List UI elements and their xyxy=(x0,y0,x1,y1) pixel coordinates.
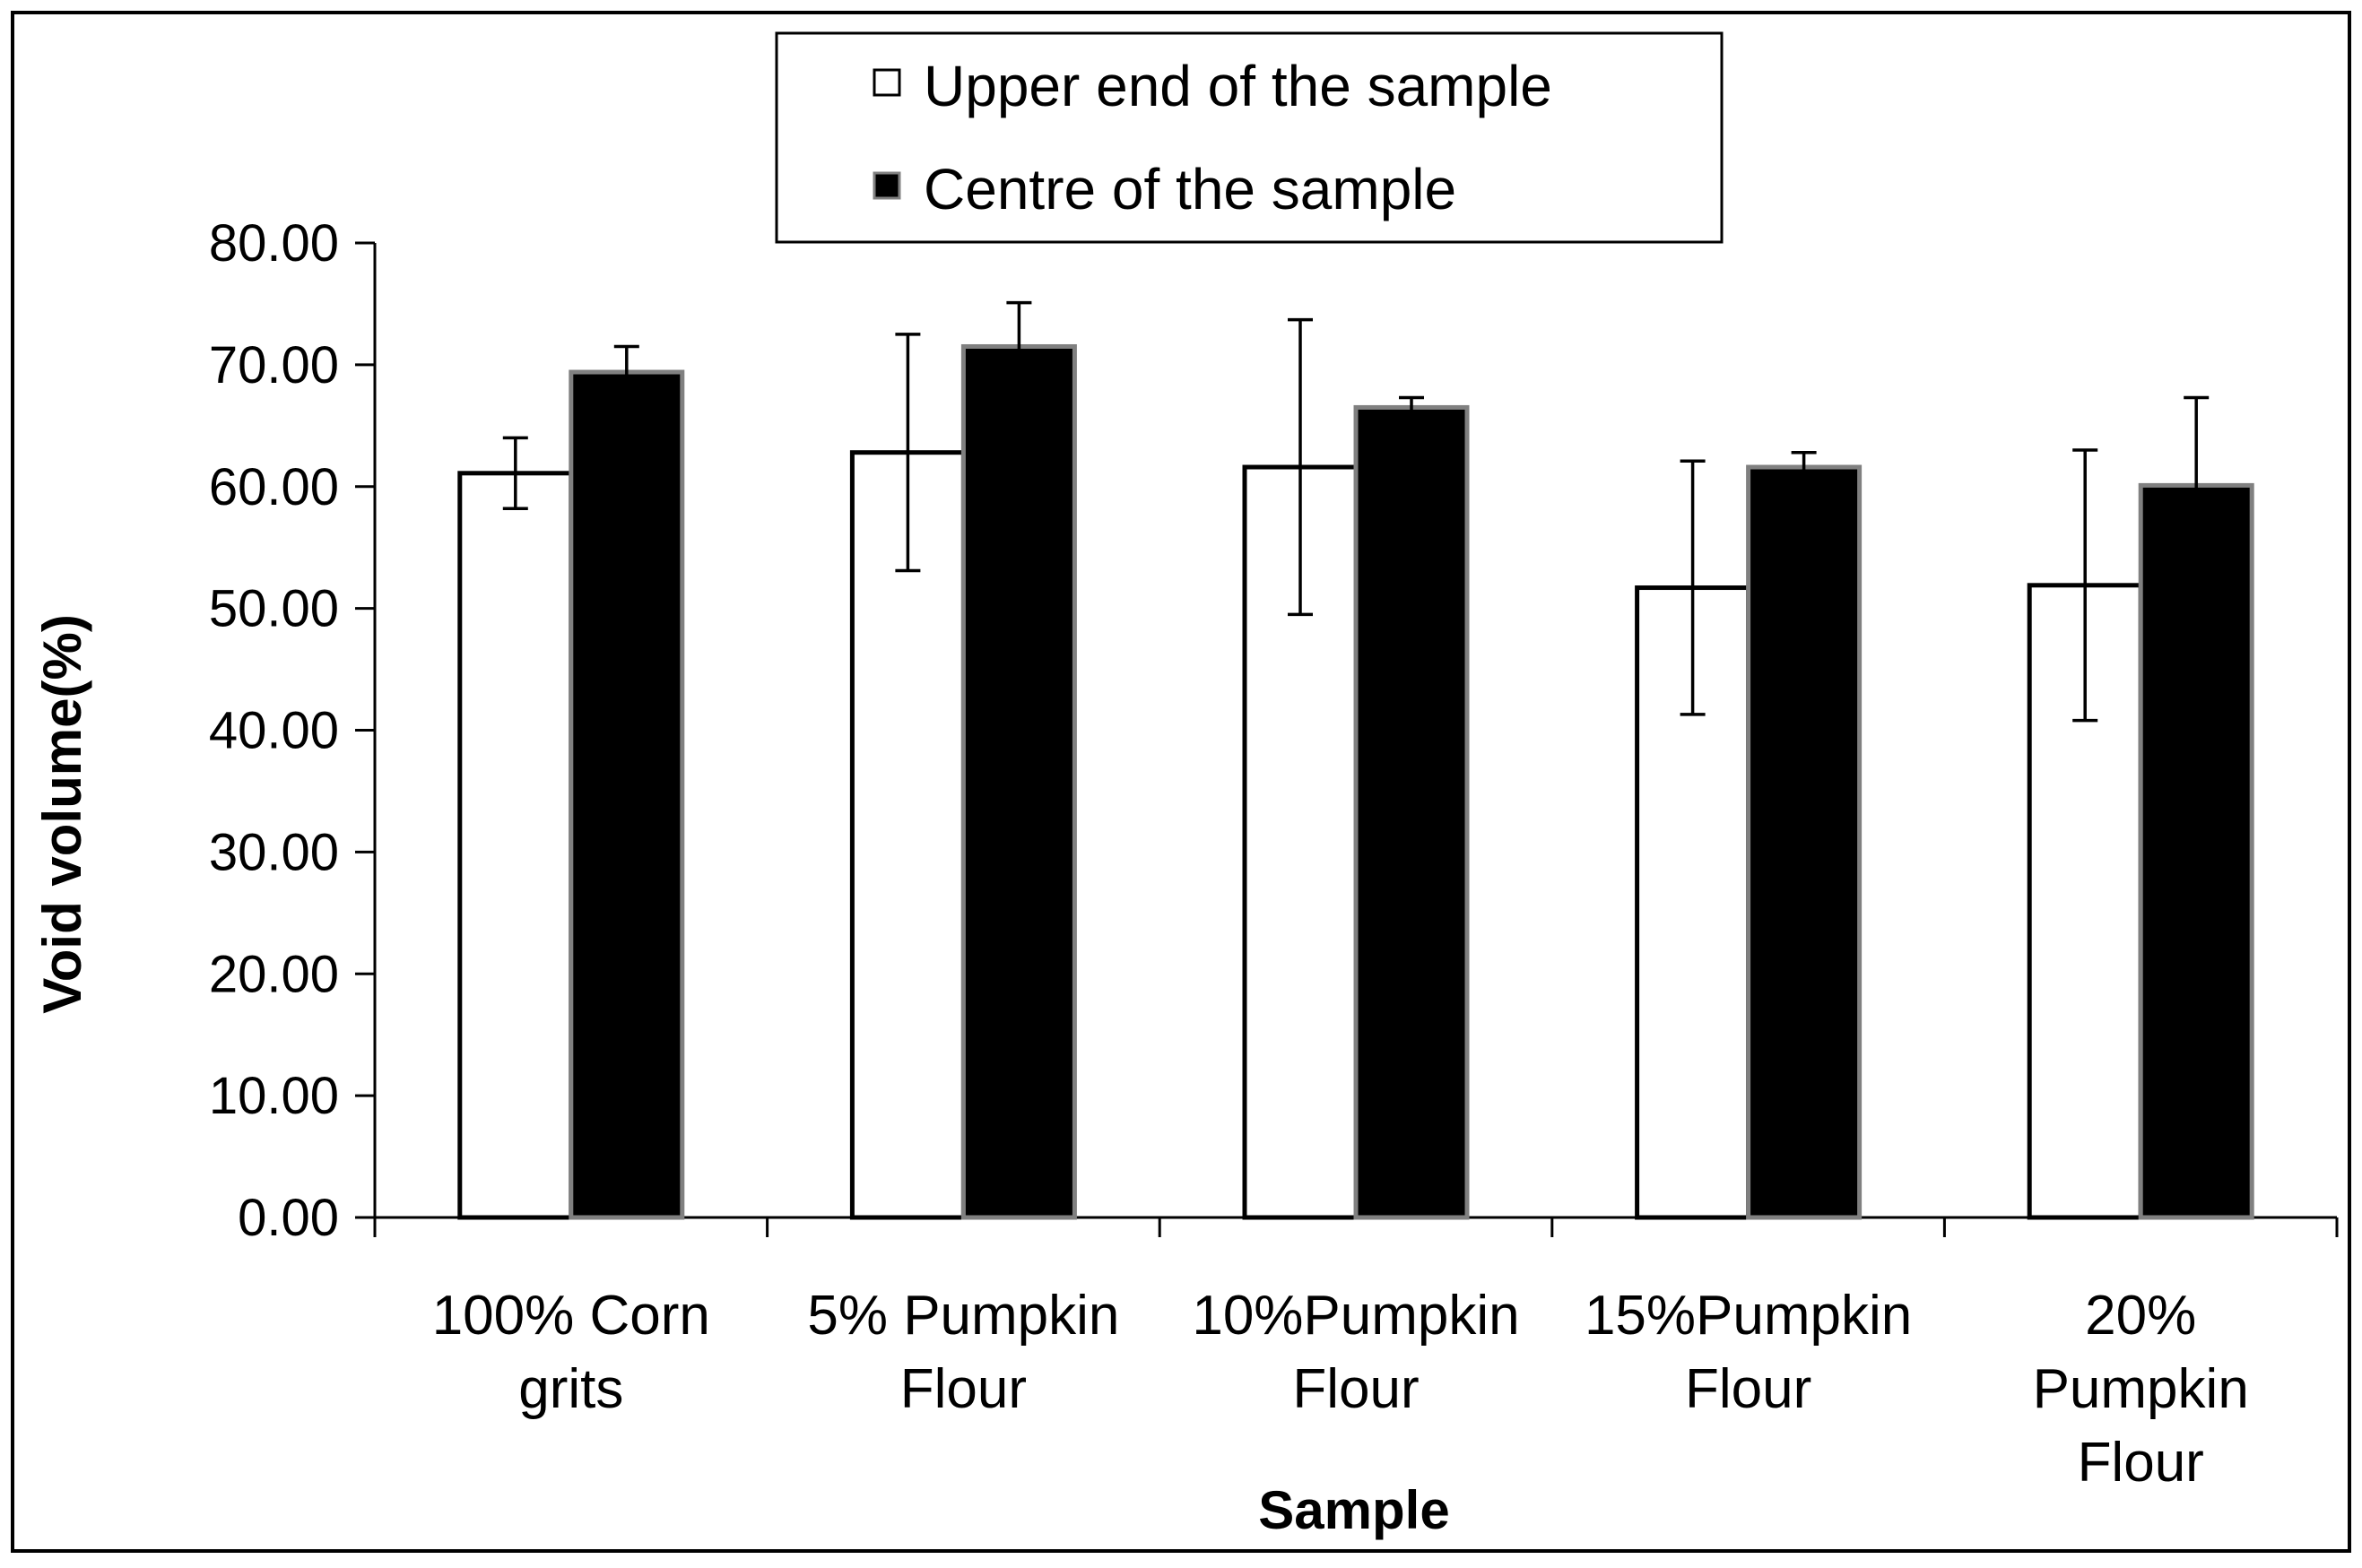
x-category-label-line: Flour xyxy=(2078,1432,2204,1494)
plot-area: 0.00 10.00 20.00 30.00 40.00 50.00 60.00 70.00 8… xyxy=(209,214,2339,1494)
y-tick-label: 30.00 xyxy=(209,823,339,881)
legend-swatch-centre xyxy=(873,171,901,200)
bar-centre xyxy=(960,343,1077,1220)
bar-upper xyxy=(457,471,574,1220)
bar-centre xyxy=(2138,482,2254,1220)
x-category-label: 20% Pumpkin Flour xyxy=(2033,1285,2249,1494)
x-category-label-line: Flour xyxy=(1292,1358,1419,1420)
legend-box xyxy=(775,31,1724,244)
y-tick-label: 50.00 xyxy=(209,580,339,638)
x-category-label-line: Pumpkin xyxy=(2033,1358,2249,1420)
x-axis-title: Sample xyxy=(1258,1480,1449,1540)
x-category-label: 15%Pumpkin Flour xyxy=(1585,1285,1912,1420)
y-tick-label: 40.00 xyxy=(209,702,339,760)
x-category-label-line: grits xyxy=(518,1358,623,1420)
legend: Upper end of the sample Centre of the sa… xyxy=(775,31,1724,244)
x-category-label-line: 15%Pumpkin xyxy=(1585,1285,1912,1347)
y-tick-label: 20.00 xyxy=(209,945,339,1003)
x-category-label-line: Flour xyxy=(900,1358,1027,1420)
x-category-label-line: 20% xyxy=(2085,1285,2196,1347)
bar-centre xyxy=(1746,464,1863,1220)
x-category-label-line: 10%Pumpkin xyxy=(1192,1285,1519,1347)
y-tick-label: 80.00 xyxy=(209,214,339,273)
legend-label-upper: Upper end of the sample xyxy=(924,54,1552,118)
y-tick-label: 60.00 xyxy=(209,458,339,516)
legend-label-centre: Centre of the sample xyxy=(924,157,1456,221)
bar-centre xyxy=(569,369,685,1220)
x-category-label: 100% Corn grits xyxy=(432,1285,710,1420)
x-category-label-line: 100% Corn xyxy=(432,1285,710,1347)
x-category-label: 5% Pumpkin Flour xyxy=(807,1285,1119,1420)
chart-border xyxy=(11,11,2351,1553)
y-tick-label: 10.00 xyxy=(209,1067,339,1125)
x-category-label: 10%Pumpkin Flour xyxy=(1192,1285,1519,1420)
x-category-label-line: Flour xyxy=(1685,1358,1811,1420)
y-axis-title: Void volume(%) xyxy=(32,614,92,1014)
y-tick-label: 70.00 xyxy=(209,336,339,394)
x-category-label-line: 5% Pumpkin xyxy=(807,1285,1119,1347)
legend-swatch-upper xyxy=(873,68,901,97)
y-tick-label: 0.00 xyxy=(238,1189,339,1247)
bar-centre xyxy=(1353,404,1470,1220)
